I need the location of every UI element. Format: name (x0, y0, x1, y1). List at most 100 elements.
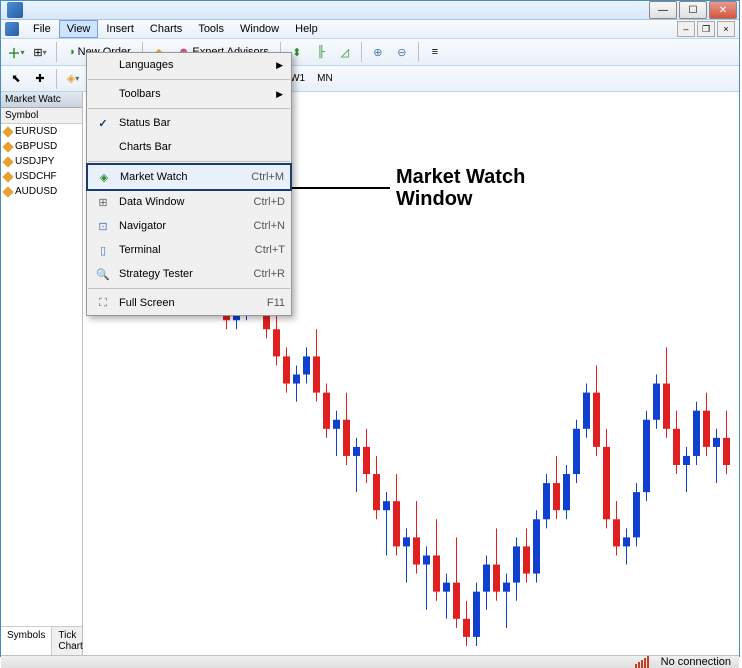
symbol-row[interactable]: EURUSD (1, 124, 82, 139)
zoom-in-icon: ⊕ (373, 46, 382, 59)
profiles-button[interactable]: ⊞▾ (29, 41, 51, 63)
candle-body (453, 583, 460, 619)
menu-item-toolbars[interactable]: Toolbars▶ (87, 82, 291, 106)
chart-candle-button[interactable]: ╟ (310, 41, 332, 63)
zoom-out-button[interactable]: ⊖ (391, 41, 413, 63)
candle-body (573, 429, 580, 474)
menu-item-label: Toolbars (119, 88, 285, 100)
crosshair-button[interactable]: ✚ (29, 68, 51, 90)
minimize-button[interactable]: — (649, 1, 677, 19)
candle-body (343, 420, 350, 456)
sidebar-tabs: Symbols Tick Chart (1, 626, 82, 655)
timeframe-mn[interactable]: MN (311, 71, 339, 86)
menu-shortcut: F11 (267, 297, 285, 309)
menu-item-label: Data Window (119, 196, 244, 208)
candle-body (443, 583, 450, 592)
symbol-row[interactable]: USDJPY (1, 154, 82, 169)
menu-item-label: Languages (119, 59, 285, 71)
menu-charts[interactable]: Charts (142, 20, 190, 38)
symbol-label: GBPUSD (15, 141, 57, 152)
menu-item-languages[interactable]: Languages▶ (87, 53, 291, 77)
market-watch-panel: Market Watc Symbol EURUSDGBPUSDUSDJPYUSD… (1, 92, 83, 655)
menu-item-strategy-tester[interactable]: 🔍Strategy TesterCtrl+R (87, 262, 291, 286)
candle-body (483, 565, 490, 592)
menu-item-label: Terminal (119, 244, 245, 256)
candle-body (313, 356, 320, 392)
menu-item-icon: ⊡ (93, 218, 113, 234)
menu-item-full-screen[interactable]: ⛶Full ScreenF11 (87, 291, 291, 315)
symbol-row[interactable]: GBPUSD (1, 139, 82, 154)
new-chart-button[interactable]: ＋▾ (5, 41, 27, 63)
candle-body (583, 393, 590, 429)
symbol-label: USDJPY (15, 156, 54, 167)
symbol-label: EURUSD (15, 126, 57, 137)
candle-body (383, 501, 390, 510)
menu-item-icon (93, 139, 113, 155)
mdi-close-button[interactable]: × (717, 21, 735, 37)
tab-symbols[interactable]: Symbols (1, 627, 52, 655)
menu-item-label: Status Bar (119, 117, 285, 129)
menu-item-charts-bar[interactable]: Charts Bar (87, 135, 291, 159)
menu-item-status-bar[interactable]: ✓ Status Bar (87, 111, 291, 135)
candle-body (693, 411, 700, 456)
symbol-icon (2, 186, 13, 197)
candle-body (643, 420, 650, 492)
menubar: FileViewInsertChartsToolsWindowHelp – ❐ … (1, 20, 739, 39)
menu-shortcut: Ctrl+M (251, 171, 284, 183)
symbol-row[interactable]: USDCHF (1, 169, 82, 184)
symbol-icon (2, 171, 13, 182)
menu-app-icon (5, 22, 19, 36)
symbol-icon (2, 156, 13, 167)
candle-body (703, 411, 710, 447)
candle-body (543, 483, 550, 519)
close-button[interactable]: ✕ (709, 1, 737, 19)
candle-body (623, 537, 630, 546)
candle-body (683, 456, 690, 465)
symbol-row[interactable]: AUDUSD (1, 184, 82, 199)
candle-body (533, 519, 540, 573)
candle-body (473, 592, 480, 637)
menu-window[interactable]: Window (232, 20, 287, 38)
paint-button[interactable]: ◈▾ (62, 68, 84, 90)
menu-shortcut: Ctrl+R (254, 268, 285, 280)
candle-body (723, 438, 730, 465)
candle-body (373, 474, 380, 510)
candle-body (613, 519, 620, 546)
candle-body (713, 438, 720, 447)
mdi-minimize-button[interactable]: – (677, 21, 695, 37)
candle-body (283, 356, 290, 383)
candle-body (633, 492, 640, 537)
menu-item-terminal[interactable]: ▯TerminalCtrl+T (87, 238, 291, 262)
menu-item-icon: ✓ (93, 115, 113, 131)
line-icon: ◿ (341, 46, 349, 59)
cursor-button[interactable]: ⬉ (5, 68, 27, 90)
candle-body (653, 384, 660, 420)
symbol-label: USDCHF (15, 171, 57, 182)
list-icon: ≡ (432, 46, 438, 58)
menu-help[interactable]: Help (287, 20, 326, 38)
symbol-label: AUDUSD (15, 186, 57, 197)
menu-view[interactable]: View (59, 20, 99, 38)
chart-line-button[interactable]: ◿ (334, 41, 356, 63)
menu-item-navigator[interactable]: ⊡NavigatorCtrl+N (87, 214, 291, 238)
list-button[interactable]: ≡ (424, 41, 446, 63)
menu-insert[interactable]: Insert (98, 20, 142, 38)
candle-body (663, 384, 670, 429)
menu-item-data-window[interactable]: ⊞Data WindowCtrl+D (87, 190, 291, 214)
cursor-icon: ⬉ (11, 72, 20, 85)
menu-tools[interactable]: Tools (190, 20, 232, 38)
zoom-in-button[interactable]: ⊕ (367, 41, 389, 63)
mdi-restore-button[interactable]: ❐ (697, 21, 715, 37)
submenu-arrow-icon: ▶ (276, 60, 283, 71)
maximize-button[interactable]: ☐ (679, 1, 707, 19)
candle-body (593, 393, 600, 447)
menu-item-market-watch[interactable]: ◈Market WatchCtrl+M (86, 163, 292, 191)
view-menu-dropdown: Languages▶Toolbars▶✓Status BarCharts Bar… (86, 52, 292, 316)
candle-body (433, 555, 440, 591)
menu-shortcut: Ctrl+T (255, 244, 285, 256)
menu-shortcut: Ctrl+N (254, 220, 285, 232)
candle-body (503, 583, 510, 592)
menu-file[interactable]: File (25, 20, 59, 38)
menu-item-icon (93, 86, 113, 102)
candle-body (393, 501, 400, 546)
